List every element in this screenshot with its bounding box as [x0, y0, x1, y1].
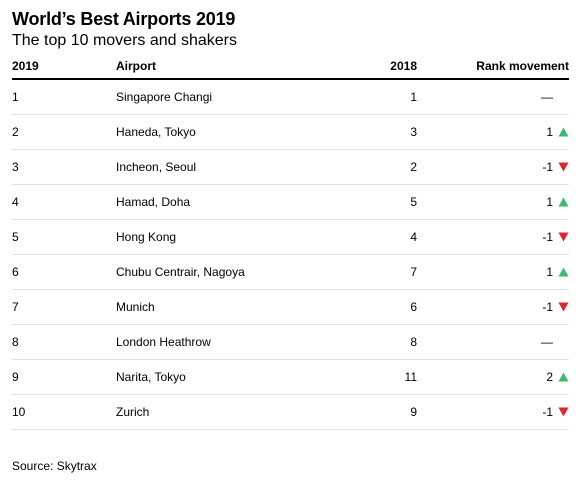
cell-rank-2018: 6	[330, 289, 417, 325]
movement-value: -1	[542, 160, 553, 174]
movement-wrap: 2	[546, 370, 569, 384]
chart-title: World’s Best Airports 2019	[12, 9, 236, 29]
cell-rank-movement: -1	[417, 219, 569, 255]
cell-rank-2018: 1	[330, 79, 417, 115]
table-row: 2 Haneda, Tokyo 3 1	[12, 114, 569, 150]
movement-value: 2	[546, 370, 553, 384]
movement-value: -1	[542, 230, 553, 244]
table-row: 10 Zurich 9 -1	[12, 394, 569, 430]
movement-value: —	[541, 335, 553, 349]
table-row: 6 Chubu Centrair, Nagoya 7 1	[12, 254, 569, 290]
cell-rank-2018: 11	[330, 359, 417, 395]
cell-airport: Haneda, Tokyo	[116, 114, 330, 150]
cell-rank-2019: 10	[12, 394, 116, 430]
movement-wrap: -1	[542, 160, 569, 174]
cell-rank-2019: 2	[12, 114, 116, 150]
movement-wrap: 1	[546, 125, 569, 139]
cell-airport: Singapore Changi	[116, 79, 330, 115]
cell-rank-movement: 1	[417, 184, 569, 220]
movement-wrap: —	[541, 90, 569, 104]
table-row: 7 Munich 6 -1	[12, 289, 569, 325]
cell-rank-2018: 4	[330, 219, 417, 255]
cell-airport: Hong Kong	[116, 219, 330, 255]
cell-rank-2019: 5	[12, 219, 116, 255]
up-triangle-icon	[555, 197, 569, 207]
movement-wrap: 1	[546, 265, 569, 279]
cell-airport: Chubu Centrair, Nagoya	[116, 254, 330, 290]
cell-rank-2018: 8	[330, 324, 417, 360]
cell-airport: Incheon, Seoul	[116, 149, 330, 185]
down-triangle-icon	[555, 232, 569, 242]
cell-rank-movement: 1	[417, 114, 569, 150]
source-note: Source: Skytrax	[12, 459, 97, 473]
table-header-row: 2019 Airport 2018 Rank movement	[12, 54, 569, 80]
table-row: 9 Narita, Tokyo 11 2	[12, 359, 569, 395]
movement-value: -1	[542, 300, 553, 314]
up-triangle-icon	[555, 372, 569, 382]
movement-value: 1	[546, 125, 553, 139]
cell-rank-2019: 3	[12, 149, 116, 185]
cell-rank-movement: -1	[417, 149, 569, 185]
cell-rank-2018: 7	[330, 254, 417, 290]
cell-rank-2018: 2	[330, 149, 417, 185]
rankings-table: 2019 Airport 2018 Rank movement 1 Singapo…	[12, 54, 569, 430]
table-row: 8 London Heathrow 8 —	[12, 324, 569, 360]
header-2019: 2019	[12, 54, 116, 80]
table-row: 1 Singapore Changi 1 —	[12, 79, 569, 115]
movement-wrap: -1	[542, 230, 569, 244]
movement-wrap: —	[541, 335, 569, 349]
cell-rank-movement: —	[417, 324, 569, 360]
down-triangle-icon	[555, 302, 569, 312]
cell-rank-2019: 9	[12, 359, 116, 395]
cell-airport: Zurich	[116, 394, 330, 430]
table-row: 4 Hamad, Doha 5 1	[12, 184, 569, 220]
cell-airport: Hamad, Doha	[116, 184, 330, 220]
header-airport: Airport	[116, 54, 330, 80]
movement-value: 1	[546, 265, 553, 279]
cell-rank-2019: 7	[12, 289, 116, 325]
movement-wrap: -1	[542, 405, 569, 419]
cell-rank-2019: 8	[12, 324, 116, 360]
movement-value: -1	[542, 405, 553, 419]
up-triangle-icon	[555, 127, 569, 137]
cell-rank-2018: 5	[330, 184, 417, 220]
cell-rank-movement: 2	[417, 359, 569, 395]
cell-rank-2018: 3	[330, 114, 417, 150]
cell-rank-2019: 4	[12, 184, 116, 220]
header-rank-movement: Rank movement	[417, 54, 569, 80]
up-triangle-icon	[555, 267, 569, 277]
cell-rank-2019: 1	[12, 79, 116, 115]
cell-rank-movement: 1	[417, 254, 569, 290]
movement-value: —	[541, 90, 553, 104]
cell-rank-movement: —	[417, 79, 569, 115]
cell-rank-movement: -1	[417, 289, 569, 325]
cell-airport: Narita, Tokyo	[116, 359, 330, 395]
movement-wrap: -1	[542, 300, 569, 314]
chart-subtitle: The top 10 movers and shakers	[12, 32, 238, 49]
movement-value: 1	[546, 195, 553, 209]
cell-rank-2018: 9	[330, 394, 417, 430]
table-row: 5 Hong Kong 4 -1	[12, 219, 569, 255]
down-triangle-icon	[555, 407, 569, 417]
movement-wrap: 1	[546, 195, 569, 209]
down-triangle-icon	[555, 162, 569, 172]
header-2018: 2018	[330, 54, 417, 80]
table-body: 1 Singapore Changi 1—2 Haneda, Tokyo 3 1 3 Inch…	[12, 79, 569, 430]
cell-airport: Munich	[116, 289, 330, 325]
cell-airport: London Heathrow	[116, 324, 330, 360]
table-row: 3 Incheon, Seoul 2 -1	[12, 149, 569, 185]
cell-rank-movement: -1	[417, 394, 569, 430]
cell-rank-2019: 6	[12, 254, 116, 290]
